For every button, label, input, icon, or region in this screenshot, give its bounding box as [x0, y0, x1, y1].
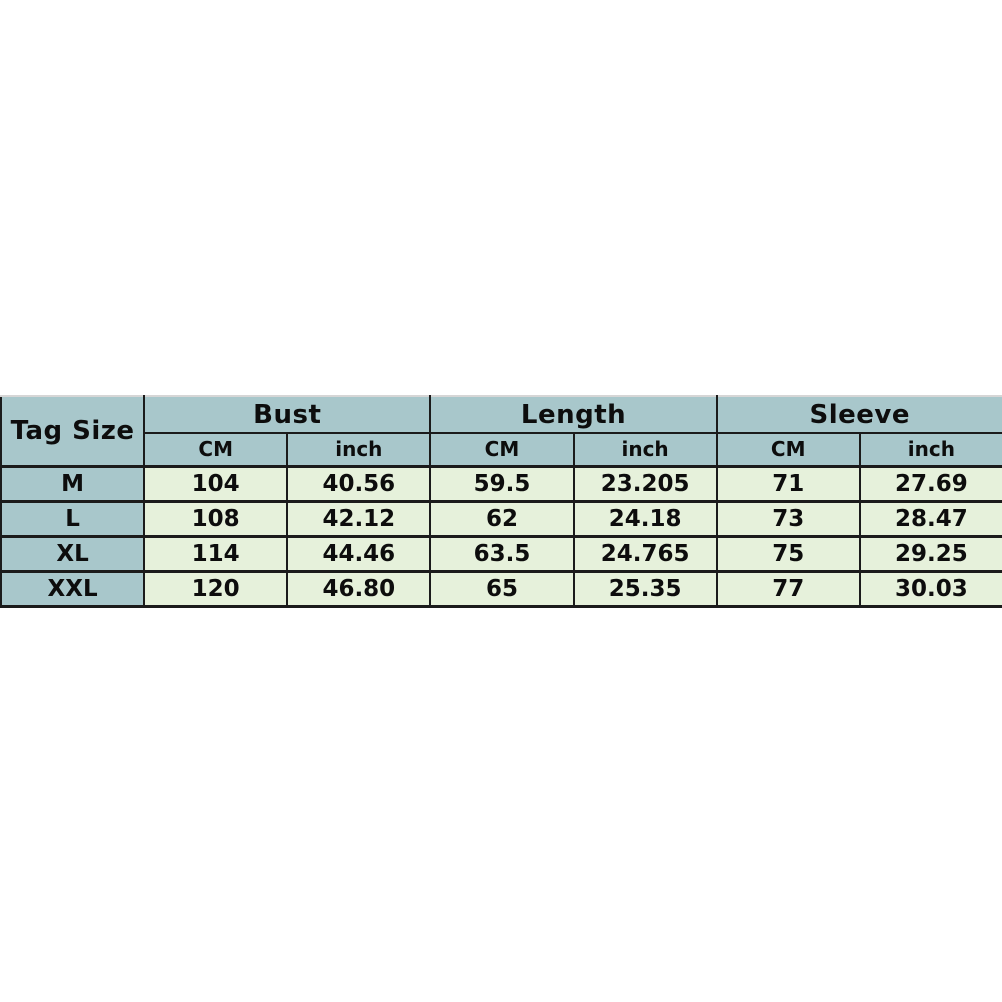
value-cell-bust-cm: 114	[143, 534, 289, 572]
group-header-sleeve: Sleeve	[715, 395, 1002, 434]
size-row-m: M 104 40.56 59.5 23.205 71 27.69	[0, 464, 1002, 502]
unit-header-bust-cm: CM	[143, 432, 289, 468]
size-row-xl: XL 114 44.46 63.5 24.765 75 29.25	[0, 534, 1002, 572]
corner-header-tag-size: Tag Size	[0, 395, 146, 467]
unit-header-row: CM inch CM inch CM inch	[1, 432, 1002, 468]
tag-cell: XXL	[0, 569, 146, 608]
tag-cell: M	[0, 464, 146, 502]
tag-cell: XL	[0, 534, 146, 572]
group-header-row: Tag Size Bust Length Sleeve	[0, 395, 1002, 467]
value-cell-bust-cm: 108	[143, 499, 289, 537]
value-cell-bust-inch: 44.46	[286, 534, 432, 572]
unit-header-sleeve-inch: inch	[858, 432, 1002, 468]
value-cell-sleeve-cm: 73	[715, 499, 861, 537]
value-cell-bust-inch: 40.56	[286, 464, 432, 502]
value-cell-length-inch: 23.205	[572, 464, 718, 502]
value-cell-bust-inch: 42.12	[286, 499, 432, 537]
value-cell-bust-cm: 120	[143, 569, 289, 608]
unit-header-bust-inch: inch	[286, 432, 432, 468]
value-cell-length-inch: 24.18	[572, 499, 718, 537]
size-row-xxl: XXL 120 46.80 65 25.35 77 30.03	[0, 569, 1002, 608]
unit-header-sleeve-cm: CM	[715, 432, 861, 468]
unit-header-length-cm: CM	[429, 432, 575, 468]
value-cell-length-cm: 59.5	[429, 464, 575, 502]
unit-header-length-inch: inch	[572, 432, 718, 468]
value-cell-sleeve-cm: 71	[715, 464, 861, 502]
value-cell-sleeve-cm: 77	[715, 569, 861, 608]
value-cell-length-inch: 25.35	[572, 569, 718, 608]
value-cell-sleeve-inch: 30.03	[858, 569, 1002, 608]
group-header-length: Length	[429, 395, 718, 434]
value-cell-sleeve-inch: 28.47	[858, 499, 1002, 537]
size-chart-table: Tag Size Bust Length Sleeve CM inch CM i…	[0, 395, 1002, 608]
value-cell-sleeve-inch: 27.69	[858, 464, 1002, 502]
value-cell-sleeve-cm: 75	[715, 534, 861, 572]
value-cell-bust-cm: 104	[143, 464, 289, 502]
tag-cell: L	[0, 499, 146, 537]
size-row-l: L 108 42.12 62 24.18 73 28.47	[0, 499, 1002, 537]
value-cell-length-cm: 63.5	[429, 534, 575, 572]
value-cell-length-cm: 65	[429, 569, 575, 608]
value-cell-sleeve-inch: 29.25	[858, 534, 1002, 572]
value-cell-bust-inch: 46.80	[286, 569, 432, 608]
value-cell-length-cm: 62	[429, 499, 575, 537]
value-cell-length-inch: 24.765	[572, 534, 718, 572]
group-header-bust: Bust	[143, 395, 432, 434]
